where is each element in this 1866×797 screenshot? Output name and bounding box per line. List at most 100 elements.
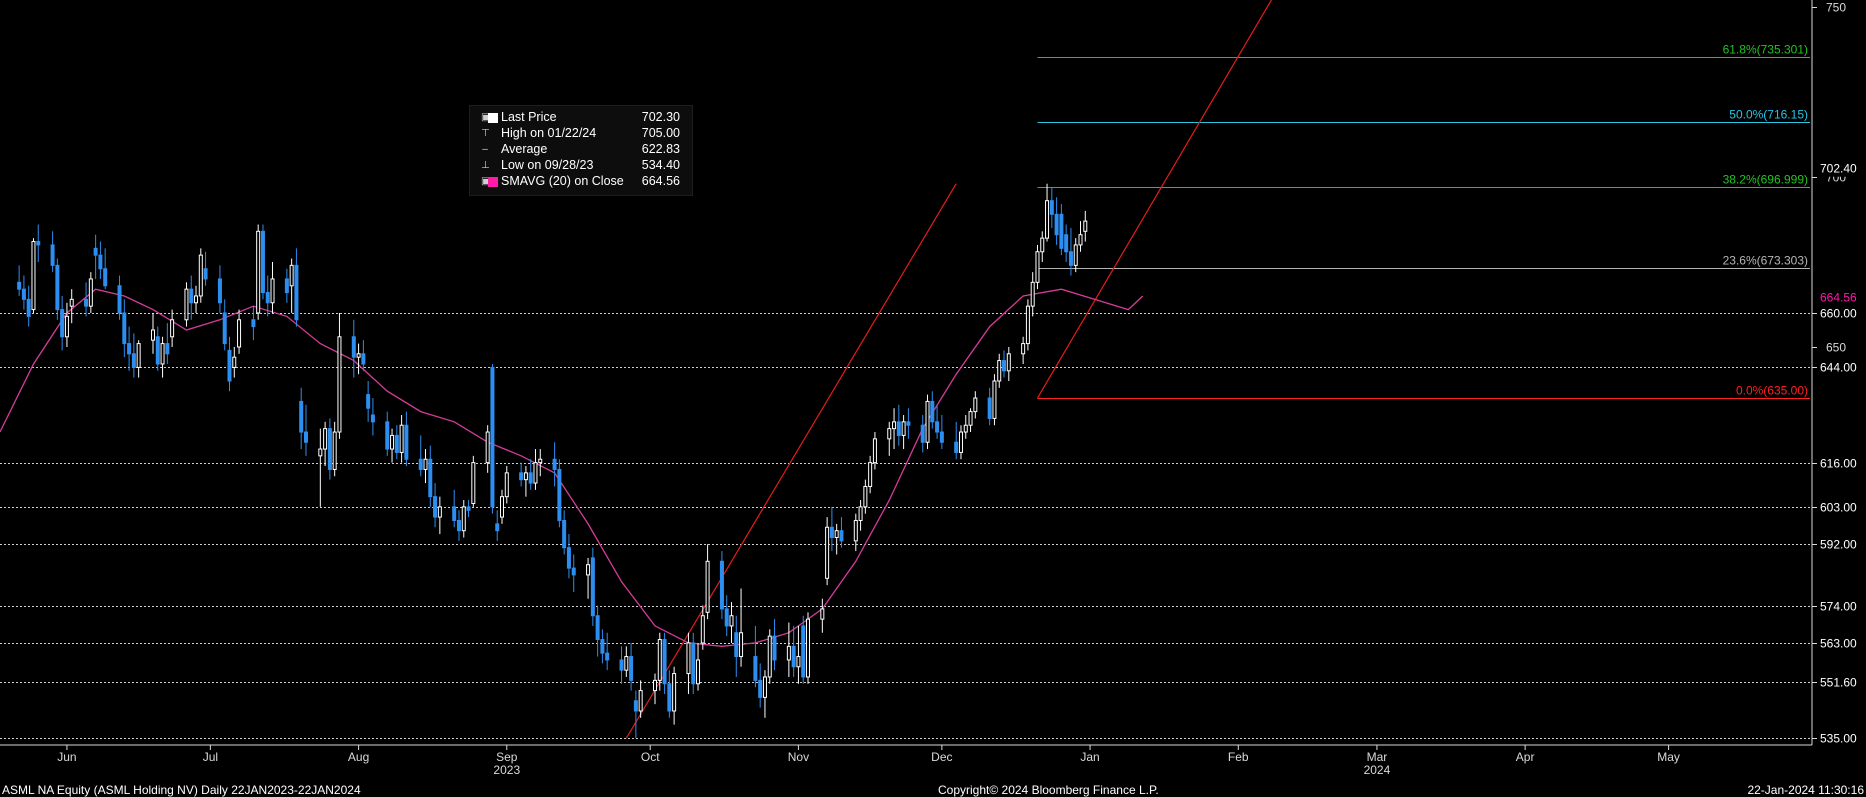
candle-up	[672, 673, 677, 712]
candle-up	[963, 424, 968, 433]
candle-up	[232, 356, 237, 368]
candle-down	[566, 547, 571, 569]
candle-up	[739, 632, 744, 658]
candle-up	[958, 431, 963, 453]
candle-down	[21, 288, 26, 300]
candle-up	[461, 506, 466, 532]
candle-down	[753, 656, 758, 681]
fibonacci-level-label: 61.8%(735.301)	[1723, 43, 1808, 57]
candle-up	[318, 448, 323, 457]
legend-label: High on 01/22/24	[501, 126, 597, 140]
candle-up	[1045, 200, 1050, 239]
candle-down	[251, 319, 256, 328]
candle-down	[55, 264, 60, 311]
candle-up	[31, 241, 36, 311]
candle-down	[117, 285, 122, 314]
candle-down	[361, 353, 366, 365]
price-level-label: 603.00	[1820, 501, 1857, 515]
candle-down	[724, 608, 729, 627]
price-level-tag-background	[1813, 305, 1866, 322]
candle-down	[127, 343, 132, 355]
price-level-tag-background	[1813, 536, 1866, 553]
candle-up	[184, 288, 189, 321]
candle-down	[600, 639, 605, 654]
candle-up	[858, 506, 863, 521]
x-tick-label: Oct	[641, 750, 660, 764]
candle-down	[772, 635, 777, 661]
price-level-label: 644.00	[1820, 361, 1857, 375]
candle-up	[198, 254, 203, 297]
candle-up	[652, 679, 657, 692]
candle-down	[1049, 200, 1054, 215]
candle-down	[839, 530, 844, 542]
footer-security-description: ASML NA Equity (ASML Holding NV) Daily 2…	[2, 783, 361, 797]
candle-down	[222, 312, 227, 345]
candle-down	[299, 400, 304, 433]
candle-up	[237, 319, 242, 348]
candle-down	[327, 428, 332, 470]
candle-down	[227, 349, 232, 382]
candle-down	[930, 400, 935, 423]
candle-up	[892, 421, 897, 430]
sma-20-line	[0, 288, 1144, 647]
y-tick-label: 650	[1826, 341, 1846, 355]
legend-value: 622.83	[641, 142, 680, 156]
x-tick-label: Jul	[203, 750, 218, 764]
candle-up	[485, 431, 490, 464]
candle-down	[1068, 251, 1073, 266]
candle-down	[629, 656, 634, 681]
candle-up	[523, 472, 528, 481]
candle-down	[495, 523, 500, 532]
candle-up	[399, 424, 404, 453]
price-level-tag-background	[1813, 455, 1866, 472]
legend-toggle-icon[interactable]: ▣	[481, 176, 491, 187]
candle-up	[868, 462, 873, 487]
candle-down	[60, 309, 65, 338]
legend-toggle-icon[interactable]: ▣	[481, 112, 491, 123]
candle-up	[69, 298, 74, 307]
candle-up	[925, 400, 930, 443]
x-tick-label: Aug	[348, 750, 369, 764]
price-level-tag-background	[1813, 635, 1866, 652]
fibonacci-level-label: 38.2%(696.999)	[1723, 173, 1808, 187]
candle-down	[36, 241, 41, 246]
x-tick-label: Sep	[496, 750, 518, 764]
candle-up	[337, 336, 342, 433]
candle-down	[590, 557, 595, 617]
high-marker-icon: ⊤	[481, 128, 490, 139]
candle-down	[351, 336, 356, 358]
candle-down	[987, 397, 992, 419]
legend-label: Last Price	[501, 110, 557, 124]
candle-down	[452, 506, 457, 521]
year-label: 2023	[493, 763, 520, 777]
candle-up	[356, 353, 361, 358]
legend-label: Average	[501, 142, 548, 156]
candle-down	[260, 230, 265, 294]
candle-down	[691, 642, 696, 685]
candle-down	[1054, 213, 1059, 236]
candle-up	[390, 434, 395, 450]
candle-up	[1006, 353, 1011, 372]
candle-up	[834, 530, 839, 538]
fibonacci-level-label: 23.6%(673.303)	[1723, 254, 1808, 268]
legend-row-last-price: ▣ Last Price 702.30	[470, 110, 692, 125]
y-tick-label: 750	[1826, 1, 1846, 15]
candle-up	[170, 319, 175, 338]
candle-up	[500, 496, 505, 518]
sma-tag-background	[1813, 289, 1866, 306]
candle-down	[662, 639, 667, 685]
legend-value: 534.40	[641, 158, 680, 172]
x-tick-label: Nov	[788, 750, 809, 764]
candle-down	[456, 519, 461, 532]
trend-channel-line	[625, 183, 957, 739]
candle-up	[825, 526, 830, 579]
candle-down	[595, 615, 600, 641]
x-tick-label: Apr	[1516, 750, 1535, 764]
candle-up	[471, 462, 476, 504]
candle-up	[992, 380, 997, 419]
candle-up	[968, 411, 973, 426]
candle-down	[84, 298, 89, 307]
candle-up	[820, 608, 825, 620]
candle-down	[26, 298, 31, 317]
candle-up	[256, 230, 261, 314]
